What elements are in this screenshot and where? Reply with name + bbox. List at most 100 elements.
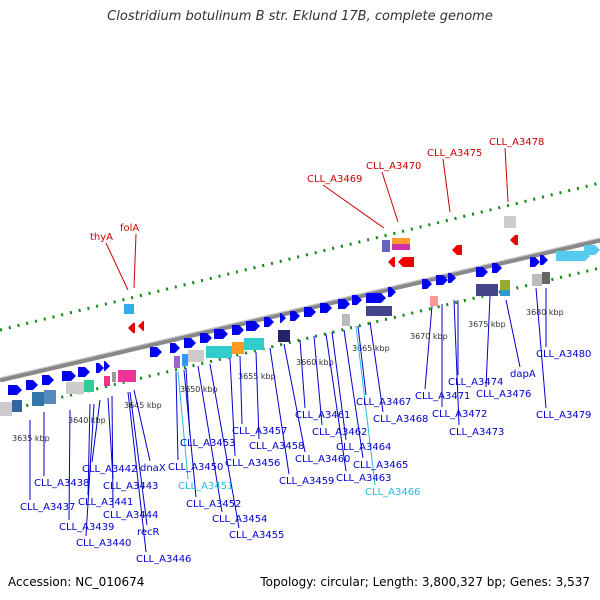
- label-connector-line: [255, 351, 260, 440]
- feature-box: [504, 216, 516, 228]
- label-connector-line: [355, 325, 376, 486]
- label-connector-line: [133, 233, 137, 289]
- gene-label: CLL_A3461: [295, 410, 350, 421]
- gene-label: CLL_A3467: [356, 397, 411, 408]
- forward-gene-arrow: [584, 245, 600, 255]
- forward-genes: [8, 245, 600, 395]
- label-connector-line: [313, 335, 323, 426]
- forward-gene-arrow: [8, 385, 22, 395]
- gene-label: CLL_A3473: [449, 427, 504, 438]
- gene-labels: thyA folA CLL_A3469 CLL_A3470 CLL_A3475 CLL_A…: [20, 137, 591, 565]
- accession-label: Accession: NC_010674: [8, 575, 145, 589]
- forward-gene-arrow: [62, 371, 76, 381]
- forward-gene-arrow: [214, 329, 228, 339]
- label-connector-line: [322, 184, 385, 229]
- kbp-tick-label: 3675 kbp: [468, 320, 506, 329]
- feature-box: [382, 240, 390, 252]
- feature-boxes: [0, 216, 550, 416]
- feature-box: [44, 390, 56, 404]
- forward-gene-arrow: [232, 325, 244, 335]
- feature-box: [278, 330, 290, 342]
- forward-gene-arrow: [338, 299, 350, 309]
- label-connector-line: [197, 365, 223, 513]
- feature-box: [206, 346, 232, 358]
- forward-gene-arrow: [290, 311, 300, 321]
- forward-gene-arrow: [388, 287, 396, 297]
- forward-gene-arrow: [104, 361, 110, 371]
- feature-box: [430, 296, 438, 306]
- label-connector-line: [129, 391, 148, 526]
- label-connector-line: [91, 399, 101, 463]
- forward-gene-arrow: [366, 293, 386, 303]
- reverse-gene-arrow: [128, 323, 135, 333]
- gene-label: CLL_A3443: [103, 481, 158, 492]
- forward-gene-arrow: [96, 363, 104, 373]
- genome-backbone: [0, 237, 600, 383]
- label-connector-line: [442, 158, 451, 213]
- label-connector-line: [369, 321, 384, 413]
- forward-gene-arrow: [264, 317, 274, 327]
- reverse-gene-arrow: [138, 321, 144, 331]
- gene-label: CLL_A3459: [279, 476, 334, 487]
- reverse-gene-arrow: [388, 257, 395, 267]
- gene-label: CLL_A3457: [232, 426, 287, 437]
- gene-label: CLL_A3479: [536, 410, 591, 421]
- label-connectors: [29, 147, 547, 553]
- feature-box: [124, 304, 134, 314]
- label-connector-line: [485, 295, 491, 388]
- forward-gene-arrow: [448, 273, 456, 283]
- gene-label: CLL_A3452: [186, 499, 241, 510]
- label-connector-line: [331, 331, 347, 441]
- gene-label: CLL_A3472: [432, 409, 487, 420]
- gene-label: CLL_A3450: [168, 462, 223, 473]
- feature-box: [0, 402, 12, 416]
- gene-label: CLL_A3453: [180, 438, 235, 449]
- label-connector-line: [535, 287, 547, 409]
- gene-label: CLL_A3451: [178, 481, 233, 492]
- gene-label: folA: [120, 223, 139, 234]
- reverse-gene-arrow: [452, 245, 462, 255]
- gene-label: CLL_A3476: [476, 389, 531, 400]
- gene-label: CLL_A3464: [336, 442, 391, 453]
- feature-box: [542, 272, 550, 284]
- feature-box: [104, 376, 110, 386]
- label-connector-line: [111, 395, 114, 509]
- forward-gene-arrow: [556, 251, 590, 261]
- feature-box: [366, 306, 392, 316]
- forward-gene-arrow: [352, 295, 362, 305]
- feature-box: [476, 284, 498, 296]
- feature-box: [500, 290, 510, 296]
- gene-label: CLL_A3442: [82, 464, 137, 475]
- gene-label: CLL_A3439: [59, 522, 114, 533]
- kbp-tick-label: 3670 kbp: [410, 332, 448, 341]
- reverse-gene-arrow: [398, 257, 414, 267]
- forward-gene-arrow: [436, 275, 448, 285]
- forward-gene-arrow: [26, 380, 38, 390]
- forward-gene-arrow: [304, 307, 316, 317]
- label-connector-line: [85, 403, 95, 537]
- gene-label: CLL_A3480: [536, 349, 591, 360]
- gene-label: CLL_A3462: [312, 427, 367, 438]
- label-connector-line: [343, 329, 364, 459]
- feature-box: [232, 342, 244, 354]
- feature-box: [532, 274, 542, 286]
- forward-gene-arrow: [170, 343, 180, 353]
- gene-label: CLL_A3469: [307, 174, 362, 185]
- kbp-tick-label: 3665 kbp: [352, 344, 390, 353]
- gene-label: CLL_A3468: [373, 414, 428, 425]
- gene-label: CLL_A3446: [136, 554, 191, 565]
- gene-label: CLL_A3466: [365, 487, 420, 498]
- label-connector-line: [381, 171, 399, 223]
- forward-gene-arrow: [530, 257, 540, 267]
- reverse-genes: [128, 235, 518, 333]
- label-connector-line: [87, 403, 91, 496]
- kbp-tick-label: 3650 kbp: [180, 385, 218, 394]
- label-connector-line: [185, 367, 191, 437]
- label-connector-line: [127, 391, 147, 553]
- gene-label: CLL_A3458: [249, 441, 304, 452]
- feature-box: [500, 280, 510, 290]
- label-connector-line: [424, 305, 433, 390]
- label-connector-line: [453, 299, 460, 426]
- forward-gene-arrow: [492, 263, 502, 273]
- reverse-gene-arrow: [510, 235, 518, 245]
